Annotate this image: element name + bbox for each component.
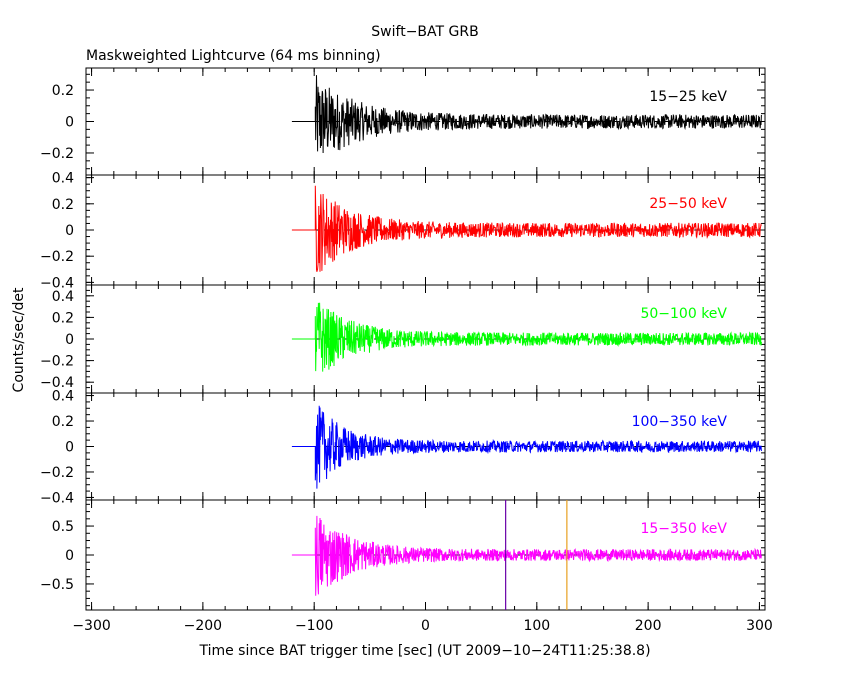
y-tick-label: −0.5 [40,577,74,593]
panel-2: −0.4 −0.2 0 0.2 0.4 25−50 keV [40,171,766,291]
x-tick-label: 200 [635,618,662,634]
x-tick-label: 300 [746,618,773,634]
x-tick-label: 0 [421,618,430,634]
x-tick-label: −300 [72,618,110,634]
band-label: 15−350 keV [640,521,727,537]
y-tick-label: −0.4 [40,490,74,506]
y-axis-label: Counts/sec/det [11,287,27,392]
y-tick-label: −0.4 [40,375,74,391]
y-tick-label: 0 [65,223,74,239]
lightcurve-series [291,302,762,372]
band-label: 25−50 keV [649,196,727,212]
y-tick-label: 0 [65,332,74,348]
lightcurve-series [291,185,762,272]
y-tick-label: 0.2 [52,197,74,213]
band-label: 50−100 keV [640,306,727,322]
y-tick-label: −0.4 [40,275,74,291]
y-tick-label: 0 [65,440,74,456]
y-tick-label: 0.4 [52,171,74,187]
panel-5: −0.5 0 0.5 15−350 keV [40,499,766,611]
y-tick-label: 0.4 [52,289,74,305]
panel-1: −0.2 0 0.2 15−25 keV [40,67,766,176]
band-label: 100−350 keV [632,414,728,430]
x-tick-label: −100 [295,618,333,634]
x-axis-label: Time since BAT trigger time [sec] (UT 20… [198,643,650,659]
y-tick-label: 0.2 [52,83,74,99]
y-tick-label: −0.2 [40,146,74,162]
lightcurve-series [291,405,762,489]
y-tick-label: −0.2 [40,354,74,370]
y-tick-label: 0 [65,115,74,131]
y-tick-label: −0.2 [40,249,74,265]
y-tick-label: 0.2 [52,414,74,430]
x-tick-label: −200 [184,618,222,634]
y-tick-label: −0.2 [40,465,74,481]
panels-group: −0.2 0 0.2 15−25 keV −0.4 −0.2 0 0.2 0.4 25−50 ke… [40,67,773,634]
chart-title: Swift−BAT GRB [371,24,478,40]
x-tick-label: 100 [523,618,550,634]
lightcurve-series [291,75,762,154]
chart-subtitle: Maskweighted Lightcurve (64 ms binning) [86,48,381,64]
band-label: 15−25 keV [649,89,727,105]
panel-3: −0.4 −0.2 0 0.2 0.4 50−100 keV [40,284,766,394]
y-tick-label: 0.4 [52,389,74,405]
y-tick-label: 0 [65,548,74,564]
lightcurve-series [291,515,762,596]
y-tick-label: 0.2 [52,310,74,326]
y-tick-label: 0.5 [52,519,74,535]
panel-4: −0.4 −0.2 0 0.2 0.4 100−350 keV [40,389,766,506]
